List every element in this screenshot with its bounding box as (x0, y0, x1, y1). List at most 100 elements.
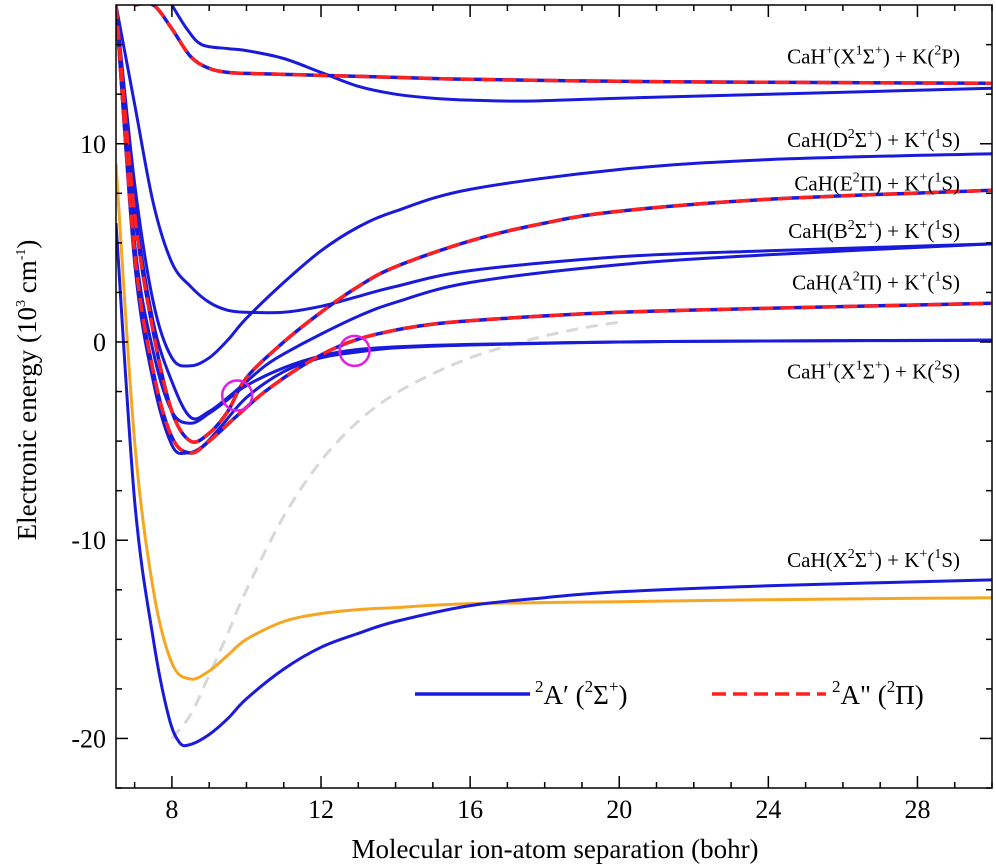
curve-label-part: 2 (848, 547, 855, 562)
series-cah-a2pi-k-2a-and-2a--a2 (116, 5, 992, 455)
y-tick-label: 10 (80, 130, 106, 159)
curve-label-part: ) + K( (883, 45, 935, 69)
y-tick-label: 0 (93, 328, 106, 357)
curve-label-part: (X (834, 360, 856, 384)
curve-label-part: Σ (863, 360, 875, 384)
curve-label-part: P) (941, 45, 960, 69)
x-tick-label: 20 (606, 795, 632, 824)
curve-label-part: + (919, 127, 927, 142)
legend-entry-part: 2 (887, 677, 896, 696)
curve-label-part: ( (927, 219, 934, 243)
curve-labels-layer: CaH+(X1Σ+) + K(2P)CaH(D2Σ+) + K+(1S)CaH(… (787, 44, 960, 572)
curve-label-part: ( (927, 271, 934, 295)
legend-entry-part: + (609, 677, 619, 696)
curve-label-part: ( (927, 548, 934, 572)
curve-label-part: + (826, 44, 834, 59)
y-axis-title-mid: cm (12, 260, 42, 300)
legend-entry: 2A" (2Π) (832, 677, 924, 710)
curve-label-part: 1 (934, 270, 941, 285)
legend-entry-part: Σ (593, 680, 609, 710)
legend-entry-part: A′ ( (544, 680, 585, 710)
legend-entry: 2A′ (2Σ+) (535, 677, 627, 710)
curve-label-part: ( (927, 128, 934, 152)
x-tick-label: 8 (165, 795, 178, 824)
series-cah-x-k-2p-2a-and-2a--a1 (134, 5, 992, 86)
curve-label-part: + (867, 218, 875, 233)
y-tick-label: -20 (71, 724, 106, 753)
curve-label-part: ) + K (875, 548, 920, 572)
curve-label-part: 1 (856, 359, 863, 374)
x-axis-title: Molecular ion-atom separation (bohr) (351, 834, 758, 864)
crossing-circle-1 (220, 379, 254, 412)
curve-label-part: CaH(B (788, 219, 848, 243)
curve-label: CaH(D2Σ+) + K+(1S) (787, 127, 960, 152)
curve-label-part: Π) + K (860, 271, 920, 295)
series-cah-x-k-2p-2a-and-2a--a2 (134, 5, 992, 86)
curve-label-part: + (875, 359, 883, 374)
curve-label-part: CaH(X (787, 548, 848, 572)
curve-label-part: 2 (934, 44, 941, 59)
y-axis-title-end: ) (12, 240, 42, 249)
series-orange-curve (116, 163, 992, 681)
curve-label-part: S) (941, 360, 960, 384)
curve-label-part: Π) + K (860, 171, 920, 195)
curve-label-part: + (919, 218, 927, 233)
crossing-circle-2 (338, 334, 371, 368)
curve-label-part: 1 (934, 170, 941, 185)
curve-label-part: Σ (855, 548, 867, 572)
curve-label-part: 2 (848, 218, 855, 233)
legend-entry-part: 2 (535, 677, 544, 696)
x-tick-label: 12 (308, 795, 334, 824)
curve-label-part: 2 (853, 170, 860, 185)
curve-label-part: Σ (855, 128, 867, 152)
curve-label: CaH(X2Σ+) + K+(1S) (787, 547, 960, 572)
curve-label-part: S) (941, 219, 960, 243)
curve-label-part: + (919, 170, 927, 185)
legend-entry-part: A" ( (841, 680, 887, 710)
curve-label-part: 1 (934, 218, 941, 233)
curves-layer (116, 5, 992, 748)
curve-label-part: ( (927, 171, 934, 195)
x-tick-label: 24 (755, 795, 781, 824)
legend-entry-part: 2 (585, 677, 594, 696)
series-cah-d2sigma-k-2a- (116, 5, 992, 368)
curve-label-part: S) (941, 171, 960, 195)
y-tick-label: -10 (71, 526, 106, 555)
legend-entry-part: Π (895, 680, 915, 710)
plot-frame (115, 4, 993, 789)
series-upper-2a-crossing (116, 5, 992, 315)
curve-label-part: (X (834, 45, 856, 69)
curve-label-part: + (875, 44, 883, 59)
curve-label: CaH(B2Σ+) + K+(1S) (788, 218, 960, 243)
curve-label-part: 2 (853, 270, 860, 285)
series-cah-e2pi-k-2a-and-2a--a2 (116, 5, 992, 444)
legend: 2A′ (2Σ+) 2A" (2Π) (415, 677, 924, 710)
y-axis-title-sup2: -1 (14, 249, 29, 261)
legend-entry-part: ) (915, 680, 924, 710)
series-cah-x-k-2p-2a-upper (170, 5, 992, 103)
curve-label-part: S) (941, 271, 960, 295)
curve-label-part: CaH (787, 45, 826, 69)
x-tick-label: 16 (457, 795, 483, 824)
curve-label: CaH+(X1Σ+) + K(2S) (787, 359, 960, 384)
curve-label-part: + (867, 127, 875, 142)
curve-label-part: S) (941, 128, 960, 152)
x-tick-label: 28 (904, 795, 930, 824)
curve-label-part: CaH(A (792, 271, 853, 295)
y-axis-title-sup1: 3 (14, 300, 29, 307)
series-gray-dashed-curve (170, 320, 620, 740)
curve-label-part: + (867, 547, 875, 562)
curve-label-part: CaH(E (794, 171, 852, 195)
curve-label-part: 2 (848, 127, 855, 142)
curve-label-part: CaH (787, 360, 826, 384)
curve-label-part: Σ (855, 219, 867, 243)
curve-label-part: ) + K (875, 219, 920, 243)
curve-label-part: 2 (934, 359, 941, 374)
markers-layer (220, 334, 371, 412)
curve-label-part: ) + K( (883, 360, 935, 384)
curve-label-part: 1 (934, 547, 941, 562)
legend-entry-part: ) (618, 680, 627, 710)
curve-label-part: 1 (856, 44, 863, 59)
series-cah-x-k-2s-2a-repulsive (116, 5, 992, 425)
